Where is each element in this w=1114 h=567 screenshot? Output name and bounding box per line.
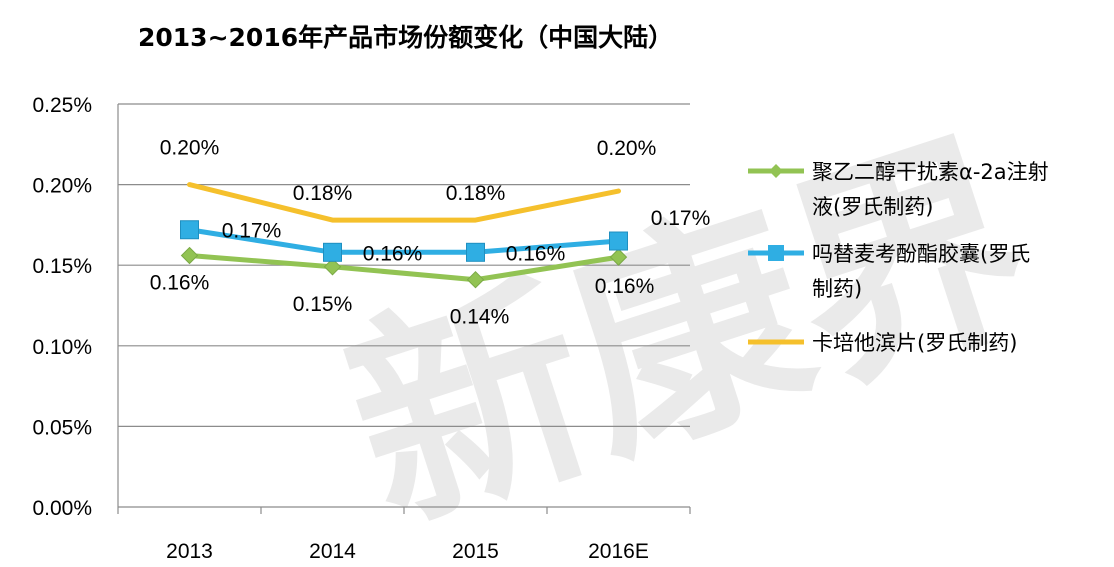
legend-label: 卡培他滨片(罗氏制药) xyxy=(812,331,1017,355)
data-point-diamond xyxy=(180,246,199,265)
series-line xyxy=(187,182,621,223)
data-label: 0.20% xyxy=(597,137,657,160)
data-point-square xyxy=(323,242,342,262)
series-group xyxy=(180,182,628,289)
legend-label: 吗替麦考酚酯胶囊(罗氏 xyxy=(812,242,1030,266)
legend-label: 制药) xyxy=(812,277,862,301)
legend-label: 聚乙二醇干扰素α-2a注射 xyxy=(812,160,1049,184)
y-axis-ticks: 0.00% 0.05% 0.10% 0.15% 0.20% 0.25% xyxy=(32,94,92,520)
data-label: 0.16% xyxy=(150,272,210,295)
x-tick-label: 2014 xyxy=(309,540,356,563)
legend-swatch-diamond xyxy=(769,164,783,178)
legend-label: 液(罗氏制药) xyxy=(812,195,933,219)
y-tick-label: 0.25% xyxy=(32,94,92,117)
series-line xyxy=(187,227,621,255)
data-point-diamond xyxy=(609,248,628,266)
y-tick-label: 0.00% xyxy=(32,497,92,520)
data-label: 0.17% xyxy=(651,207,711,230)
series-line xyxy=(187,253,621,283)
data-label: 0.20% xyxy=(160,137,220,160)
axes xyxy=(117,104,691,514)
data-label: 0.17% xyxy=(222,220,282,243)
chart-title: 2013~2016年产品市场份额变化（中国大陆） xyxy=(138,23,674,52)
x-tick-label: 2013 xyxy=(166,540,213,563)
data-label: 0.16% xyxy=(363,242,423,265)
data-label: 0.16% xyxy=(506,242,566,265)
data-point-square xyxy=(466,242,485,262)
y-tick-label: 0.15% xyxy=(32,255,92,278)
data-labels: 0.16% 0.15% 0.14% 0.16% 0.17% 0.16% 0.16% 0.17%… xyxy=(150,137,711,329)
data-label: 0.18% xyxy=(293,182,353,205)
y-tick-label: 0.05% xyxy=(32,416,92,439)
data-point-square xyxy=(609,231,628,251)
data-point-diamond xyxy=(323,258,342,276)
legend-swatch-square xyxy=(768,245,784,261)
data-label: 0.14% xyxy=(450,306,510,329)
y-tick-label: 0.10% xyxy=(32,336,92,359)
data-label: 0.16% xyxy=(595,275,655,298)
y-tick-label: 0.20% xyxy=(32,175,92,198)
data-point-square xyxy=(180,220,199,240)
gridlines xyxy=(118,103,690,427)
x-tick-label: 2016E xyxy=(588,540,649,563)
data-label: 0.18% xyxy=(446,182,506,205)
data-label: 0.15% xyxy=(293,293,353,316)
x-axis-ticks: 2013 2014 2015 2016E xyxy=(166,540,649,563)
x-tick-label: 2015 xyxy=(452,540,499,563)
data-point-diamond xyxy=(466,271,485,289)
